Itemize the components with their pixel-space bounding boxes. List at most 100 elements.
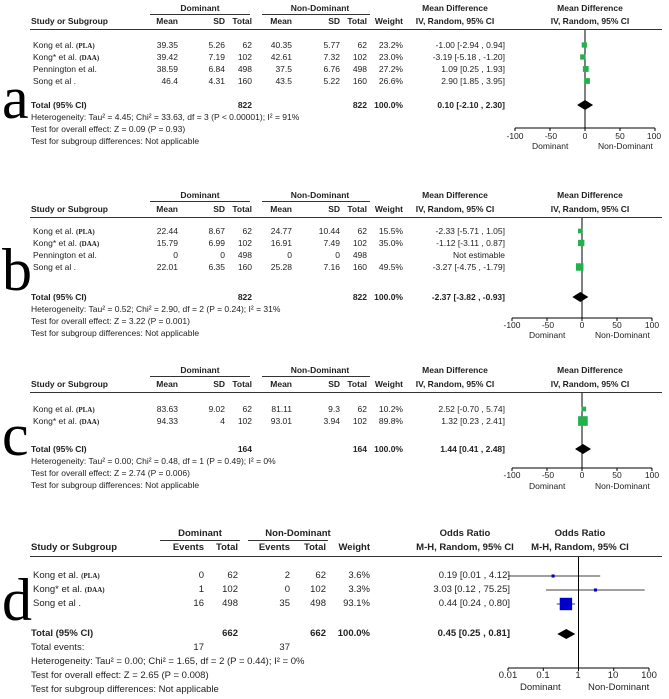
weight: 3.3% <box>348 584 370 595</box>
sd1: 8.67 <box>208 226 225 236</box>
study-effect-box <box>582 66 589 72</box>
total2: 160 <box>352 76 367 86</box>
total-n2: 822 <box>352 292 367 302</box>
column-header-weight: Weight <box>338 542 371 553</box>
sd1: 0 <box>220 250 225 260</box>
study-name: Kong* et al. (DAA) <box>33 52 100 62</box>
plot-header-line1: Odds Ratio <box>554 528 606 539</box>
study-name: Kong et al. (PLA) <box>33 404 95 414</box>
column-header-sd2: SD <box>328 204 340 214</box>
axis-right-label: Non-Dominant <box>598 141 653 151</box>
tick-label: 50 <box>612 320 622 330</box>
effect-header-line2: M-H, Random, 95% CI <box>416 542 514 553</box>
forest-panel-a: a Dominant Non-Dominant Mean Difference … <box>0 0 669 165</box>
panel-letter: a <box>2 65 29 131</box>
mean1: 83.63 <box>156 404 178 414</box>
study-effect-box <box>559 597 573 611</box>
mean2: 37.5 <box>275 64 292 74</box>
weight: 35.0% <box>378 238 403 248</box>
column-header-mean1: Mean <box>156 379 178 389</box>
mean2: 93.01 <box>270 416 292 426</box>
column-header-total2: Total <box>347 16 367 26</box>
column-header-study: Study or Subgroup <box>31 542 118 553</box>
plot-header-line1: Mean Difference <box>557 365 623 375</box>
total-n1: 822 <box>237 100 252 110</box>
tick-label: 0 <box>579 320 585 330</box>
sd2: 0 <box>335 250 340 260</box>
column-header-weight: Weight <box>374 16 403 26</box>
effect-header-line1: Mean Difference <box>422 365 488 375</box>
plot-header-line2: IV, Random, 95% CI <box>550 204 630 214</box>
sd1: 7.19 <box>208 52 225 62</box>
effect-header-line1: Mean Difference <box>422 3 488 13</box>
weight: 27.2% <box>378 64 403 74</box>
total-events1: 17 <box>193 642 204 653</box>
sd2: 7.32 <box>323 52 340 62</box>
total-weight: 100.0% <box>374 292 403 302</box>
group-header-non-dominant: Non-Dominant <box>265 528 331 539</box>
effect-header-line2: IV, Random, 95% CI <box>415 16 495 26</box>
mean1: 15.79 <box>156 238 178 248</box>
sd2: 5.22 <box>323 76 340 86</box>
sd1: 4.31 <box>208 76 225 86</box>
study-name: Song et al . <box>33 598 82 609</box>
study-name: Kong et al. (PLA) <box>33 40 95 50</box>
pooled-estimate-diamond <box>572 292 589 302</box>
total-n2: 822 <box>352 100 367 110</box>
effect-header-line2: IV, Random, 95% CI <box>415 204 495 214</box>
tick-label: 100 <box>644 470 660 480</box>
study-effect-box <box>578 239 585 247</box>
sd2: 10.44 <box>318 226 340 236</box>
tick-label: -50 <box>541 470 555 480</box>
study-effect-box <box>578 416 588 426</box>
plot-header-line1: Mean Difference <box>557 190 623 200</box>
study-name: Kong et al. (PLA) <box>33 226 95 236</box>
heterogeneity-note: Heterogeneity: Tau² = 0.00; Chi² = 1.65,… <box>31 656 305 667</box>
total2: 62 <box>357 40 367 50</box>
mean1: 22.01 <box>156 262 178 272</box>
total-weight: 100.0% <box>374 100 403 110</box>
forest-panel-b: b Dominant Non-Dominant Mean Difference … <box>0 180 669 350</box>
total-ci-text: -2.37 [-3.82 , -0.93] <box>431 292 505 302</box>
pooled-estimate-diamond <box>575 444 592 454</box>
overall-effect-note: Test for overall effect: Z = 2.74 (P = 0… <box>31 468 190 478</box>
group-header-non-dominant: Non-Dominant <box>290 365 350 375</box>
tick-label: -100 <box>503 470 521 480</box>
heterogeneity-note: Heterogeneity: Tau² = 0.52; Chi² = 2.90,… <box>31 304 281 314</box>
total2: 498 <box>310 598 326 609</box>
mean1: 39.42 <box>156 52 178 62</box>
mean1: 0 <box>173 250 178 260</box>
forest-plot <box>514 30 656 131</box>
ci-text: 0.44 [0.24 , 0.80] <box>438 598 510 609</box>
study-effect-box <box>581 42 587 48</box>
study-name: Kong et al. (PLA) <box>33 570 100 581</box>
total-n2: 164 <box>352 444 367 454</box>
subgroup-note: Test for subgroup differences: Not appli… <box>31 480 200 490</box>
plot-header-line2: M-H, Random, 95% CI <box>531 542 629 553</box>
study-name: Kong* et al. (DAA) <box>33 584 105 595</box>
overall-effect-note: Test for overall effect: Z = 2.65 (P = 0… <box>31 670 209 681</box>
events2: 35 <box>279 598 290 609</box>
mean2: 24.77 <box>270 226 292 236</box>
total1: 102 <box>237 52 252 62</box>
total1: 62 <box>242 226 252 236</box>
total-n1: 822 <box>237 292 252 302</box>
overall-effect-note: Test for overall effect: Z = 3.22 (P = 0… <box>31 316 190 326</box>
total2: 160 <box>352 262 367 272</box>
study-effect-box <box>593 588 597 592</box>
study-name: Song et al . <box>33 76 77 86</box>
tick-label: 0.1 <box>536 670 550 681</box>
tick-label: -100 <box>506 131 524 141</box>
panel-letter: c <box>2 402 29 468</box>
ci-text: 1.32 [0.23 , 2.41] <box>441 416 505 426</box>
events1: 1 <box>198 584 204 595</box>
forest-panel-c: c Dominant Non-Dominant Mean Difference … <box>0 360 669 510</box>
mean1: 94.33 <box>156 416 178 426</box>
total2: 62 <box>357 404 367 414</box>
study-name: Pennington et al. <box>33 250 97 260</box>
total-ci-text: 0.10 [-2.10 , 2.30] <box>437 100 505 110</box>
column-header-mean2: Mean <box>270 16 292 26</box>
total-label: Total (95% CI) <box>31 100 87 110</box>
total-label: Total (95% CI) <box>31 628 94 639</box>
column-header-total2: Total <box>347 204 367 214</box>
